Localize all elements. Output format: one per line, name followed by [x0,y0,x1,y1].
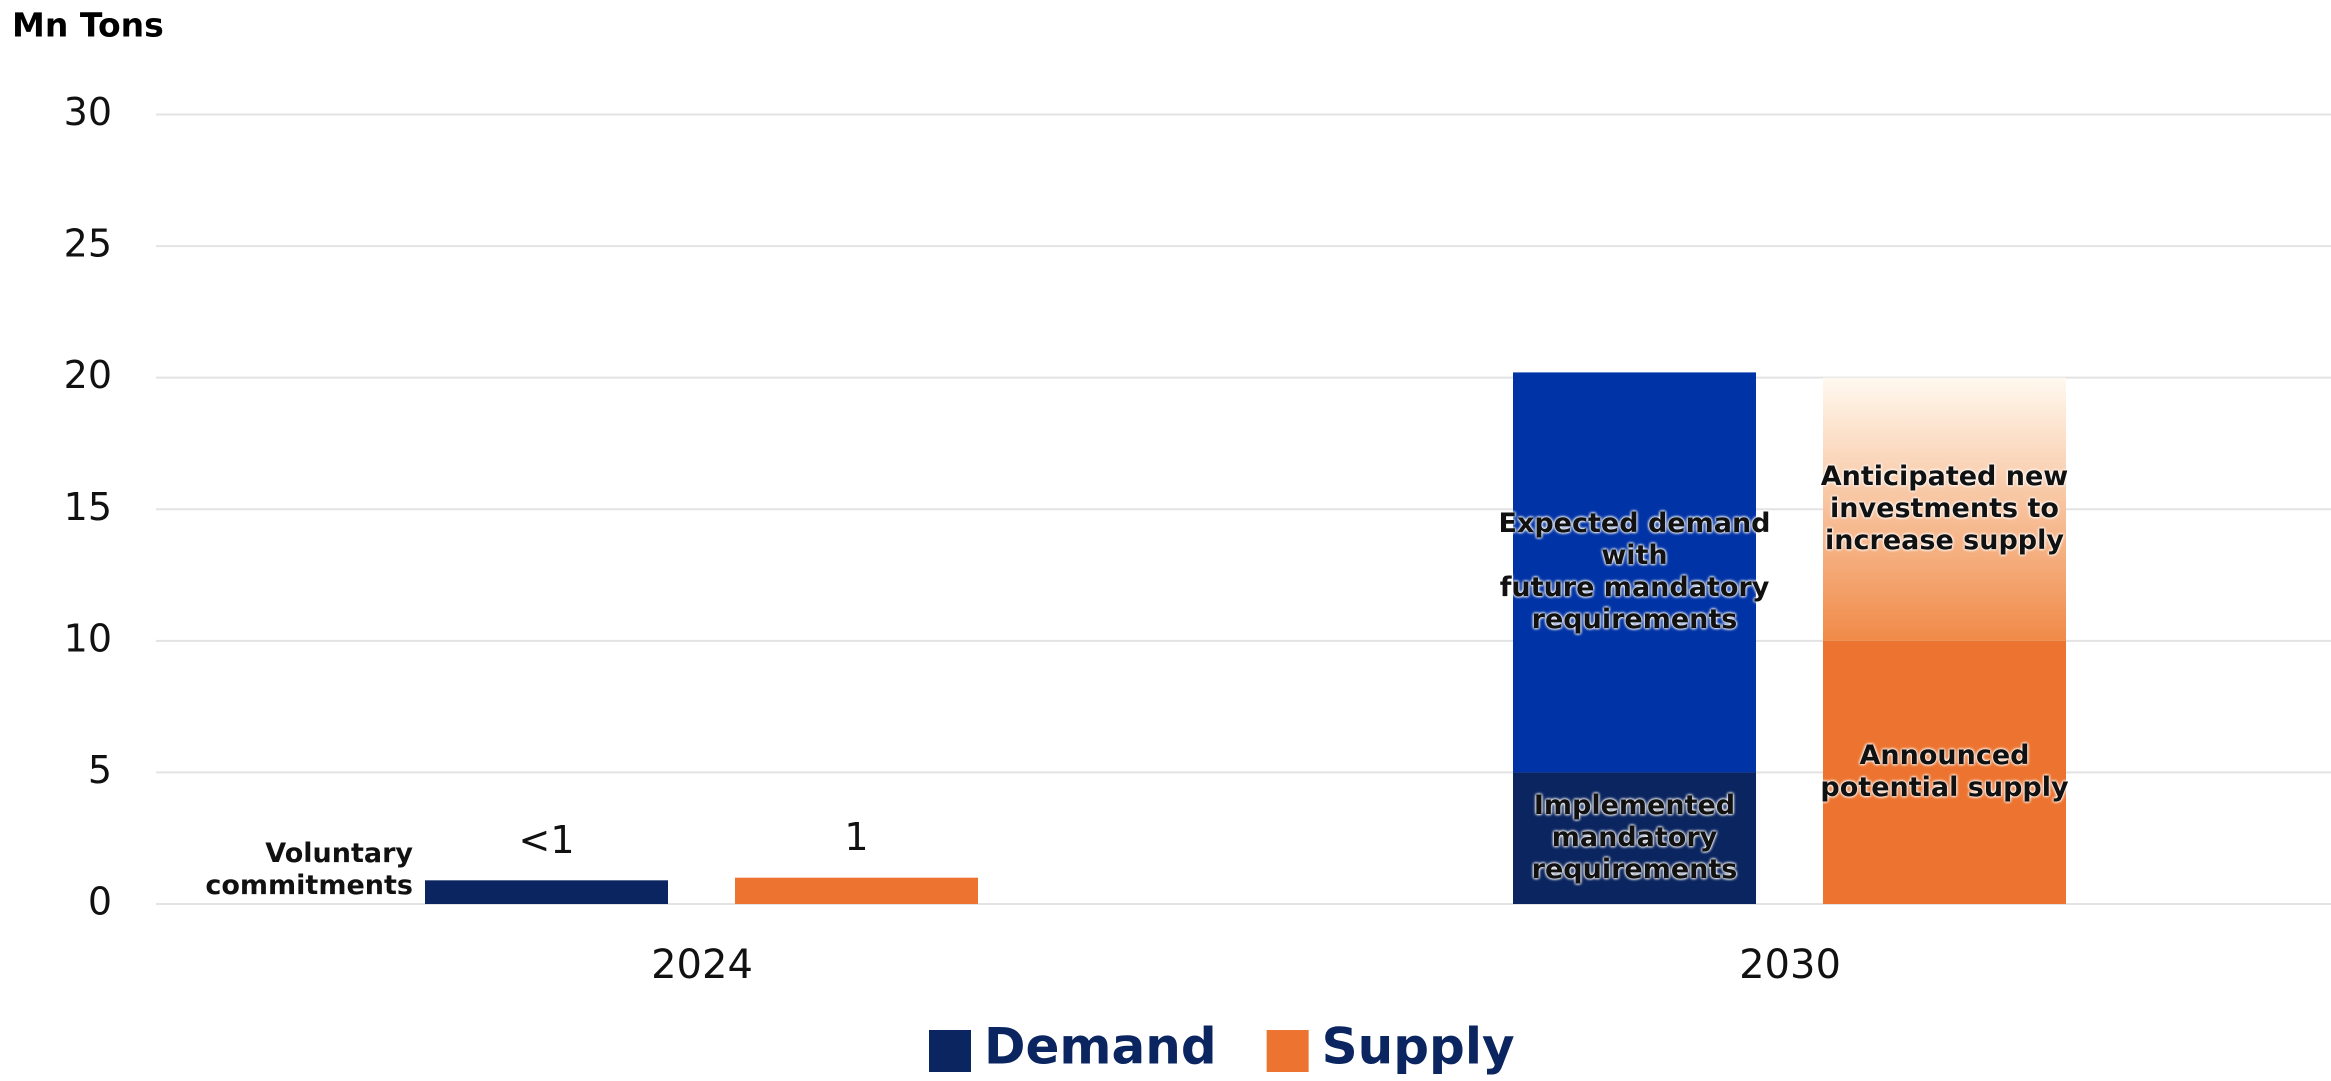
y-tick-label: 0 [88,880,112,924]
legend-swatch [929,1030,971,1072]
y-axis-label: Mn Tons [12,6,164,45]
bar-segment [735,877,978,904]
value-label: <1 [518,818,574,862]
annotation: Implemented mandatory requirements [1531,790,1738,886]
annotation: Anticipated new investments to increase … [1820,461,2069,557]
legend-swatch [1266,1030,1309,1072]
annotation: Expected demand with future mandatory re… [1498,508,1771,636]
y-tick-label: 25 [64,222,112,266]
bar-segment [425,880,668,904]
bar-segment [1513,372,1756,773]
legend-label: Demand [984,1018,1217,1076]
y-tick-label: 10 [64,616,112,660]
x-tick-label: 2030 [1739,942,1841,988]
y-tick-label: 15 [64,485,112,529]
bar-segment [1823,377,2066,641]
y-tick-label: 20 [64,353,112,397]
y-tick-label: 30 [64,90,112,134]
legend-label: Supply [1322,1018,1515,1076]
bar-segment [1513,772,1756,904]
value-label: 1 [844,815,868,859]
annotation: Announced potential supply [1820,740,2069,804]
x-tick-label: 2024 [651,942,753,988]
y-tick-label: 5 [88,748,112,792]
bar-segment [1823,640,2066,904]
annotation: Voluntary commitments [205,838,413,902]
